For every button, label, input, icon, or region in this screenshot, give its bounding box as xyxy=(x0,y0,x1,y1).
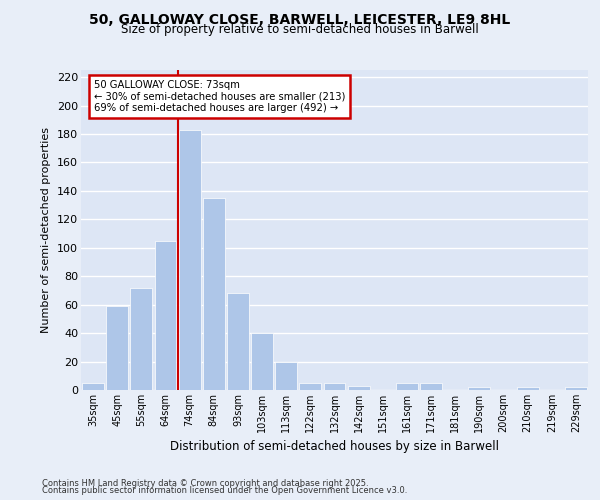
Bar xyxy=(420,383,442,390)
Text: Contains public sector information licensed under the Open Government Licence v3: Contains public sector information licen… xyxy=(42,486,407,495)
Text: 50, GALLOWAY CLOSE, BARWELL, LEICESTER, LE9 8HL: 50, GALLOWAY CLOSE, BARWELL, LEICESTER, … xyxy=(89,12,511,26)
Bar xyxy=(323,383,346,390)
Y-axis label: Number of semi-detached properties: Number of semi-detached properties xyxy=(41,127,52,333)
Bar xyxy=(179,130,200,390)
Bar xyxy=(565,387,587,390)
Bar xyxy=(348,386,370,390)
Bar xyxy=(130,288,152,390)
Bar xyxy=(82,383,104,390)
Bar xyxy=(203,198,224,390)
X-axis label: Distribution of semi-detached houses by size in Barwell: Distribution of semi-detached houses by … xyxy=(170,440,499,454)
Bar xyxy=(106,306,128,390)
Text: Size of property relative to semi-detached houses in Barwell: Size of property relative to semi-detach… xyxy=(121,22,479,36)
Bar xyxy=(469,387,490,390)
Bar xyxy=(299,383,321,390)
Text: 50 GALLOWAY CLOSE: 73sqm
← 30% of semi-detached houses are smaller (213)
69% of : 50 GALLOWAY CLOSE: 73sqm ← 30% of semi-d… xyxy=(94,80,345,113)
Bar xyxy=(275,362,297,390)
Text: Contains HM Land Registry data © Crown copyright and database right 2025.: Contains HM Land Registry data © Crown c… xyxy=(42,478,368,488)
Bar xyxy=(517,387,539,390)
Bar xyxy=(155,240,176,390)
Bar xyxy=(251,333,273,390)
Bar xyxy=(396,383,418,390)
Bar xyxy=(227,294,249,390)
